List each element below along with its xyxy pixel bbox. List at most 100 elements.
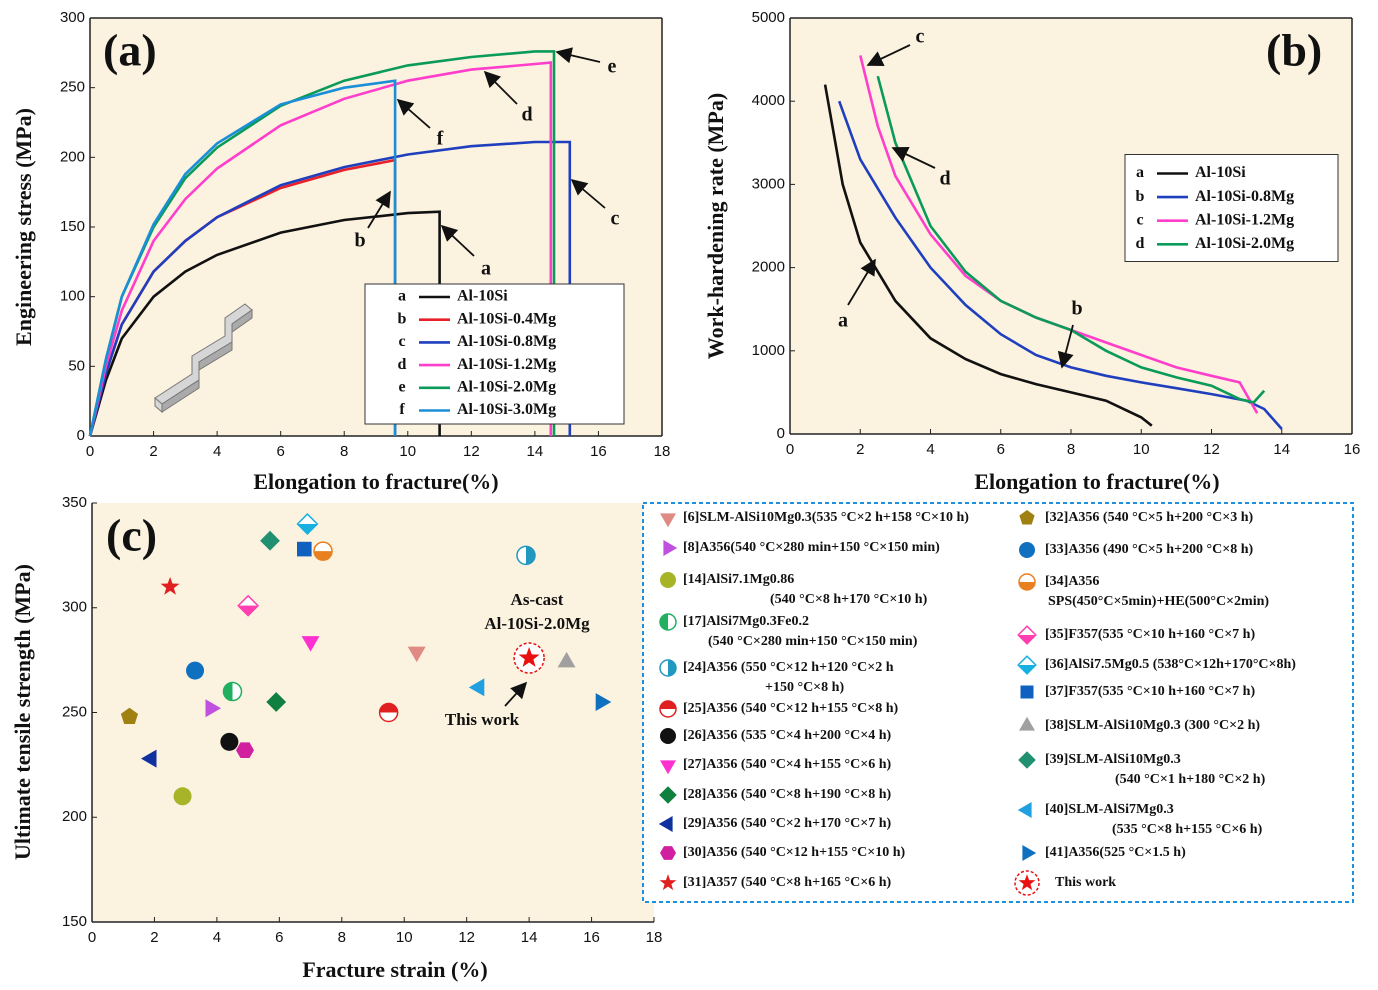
marker-shape xyxy=(173,787,192,806)
legend-label: Al-10Si xyxy=(1195,164,1246,181)
legend-marker xyxy=(660,846,676,860)
x-tick-label: 16 xyxy=(1344,441,1361,458)
marker-shape xyxy=(1018,665,1036,674)
arrow xyxy=(847,258,876,306)
y-tick-label: 0 xyxy=(77,427,85,444)
arrow xyxy=(555,47,601,64)
legend-label: [8]A356(540 °C×280 min+150 °C×150 min) xyxy=(683,540,940,555)
x-tick-label: 6 xyxy=(275,929,283,946)
marker-shape xyxy=(301,636,320,652)
annotation: d xyxy=(521,104,532,126)
legend-label: [38]SLM-AlSi10Mg0.3 (300 °C×2 h) xyxy=(1045,718,1260,733)
legend-marker xyxy=(658,816,673,832)
line-series xyxy=(88,140,572,437)
x-tick-label: 12 xyxy=(1203,441,1220,458)
legend-label: [14]AlSi7.1Mg0.86 xyxy=(683,572,794,587)
legend-marker xyxy=(659,786,677,804)
marker-shape xyxy=(238,605,259,616)
marker-shape xyxy=(120,707,138,724)
x-tick-label: 2 xyxy=(150,929,158,946)
x-tick-label: 4 xyxy=(213,929,221,946)
legend-label: [28]A356 (540 °C×8 h+190 °C×8 h) xyxy=(683,787,892,802)
marker-shape xyxy=(1022,845,1037,861)
annotation: b xyxy=(354,230,365,252)
marker-shape xyxy=(659,874,677,891)
legend-marker xyxy=(1017,655,1037,675)
marker-shape xyxy=(663,540,678,556)
legend-letter: b xyxy=(398,310,407,327)
arrow xyxy=(504,681,528,707)
scatter-point xyxy=(468,678,485,697)
y-tick-label: 100 xyxy=(60,288,85,305)
x-tick-label: 0 xyxy=(86,443,94,460)
legend-label: [29]A356 (540 °C×2 h+170 °C×7 h) xyxy=(683,816,892,831)
x-tick-label: 8 xyxy=(1067,441,1075,458)
x-axis-label: Fracture strain (%) xyxy=(302,957,487,982)
marker-shape xyxy=(659,786,677,804)
annotation: c xyxy=(611,208,620,230)
annotation: e xyxy=(608,56,617,78)
y-axis-label: Engineering stress (MPa) xyxy=(11,108,36,346)
x-tick-label: 8 xyxy=(340,443,348,460)
legend-marker xyxy=(1017,802,1032,818)
marker-shape xyxy=(525,546,535,565)
line-series xyxy=(88,61,553,437)
legend-letter: f xyxy=(399,401,405,418)
arrow xyxy=(866,44,911,67)
arrow xyxy=(440,224,475,257)
legend-marker xyxy=(1017,625,1037,645)
legend-letter: a xyxy=(1136,164,1144,181)
legend-label: [34]A356 xyxy=(1045,574,1099,589)
legend-label: [37]F357(535 °C×10 h+160 °C×7 h) xyxy=(1045,684,1255,699)
x-tick-label: 4 xyxy=(213,443,221,460)
marker-shape xyxy=(141,749,157,768)
legend-letter: e xyxy=(398,378,405,395)
y-tick-label: 50 xyxy=(68,357,85,374)
arrow xyxy=(891,146,936,169)
legend-marker xyxy=(1020,685,1034,699)
arrow xyxy=(1057,324,1074,369)
legend-marker xyxy=(659,613,677,631)
annotation: Al-10Si-2.0Mg xyxy=(484,614,590,633)
legend-letter: a xyxy=(398,288,406,305)
legend-label: Al-10Si-2.0Mg xyxy=(457,378,556,395)
marker-shape xyxy=(468,678,485,697)
scatter-point xyxy=(260,530,280,551)
legend-letter: b xyxy=(1136,188,1145,205)
x-tick-label: 8 xyxy=(338,929,346,946)
marker-shape xyxy=(1019,510,1035,525)
marker-shape xyxy=(379,703,398,713)
legend-box xyxy=(642,502,1354,903)
legend-marker xyxy=(659,659,677,677)
legend-label: Al-10Si-1.2Mg xyxy=(457,356,556,373)
scatter-point xyxy=(173,787,192,806)
marker-shape xyxy=(160,576,180,595)
legend-label: +150 °C×8 h) xyxy=(765,680,844,695)
y-tick-label: 350 xyxy=(62,494,87,511)
scatter-point xyxy=(513,642,545,674)
chart-title: (c) xyxy=(106,510,157,561)
plot-area xyxy=(92,503,654,922)
scatter-point xyxy=(237,594,260,617)
scatter-point xyxy=(313,541,333,561)
legend-label: [33]A356 (490 °C×5 h+200 °C×8 h) xyxy=(1045,542,1254,557)
scatter-point xyxy=(141,749,157,768)
legend-label: [41]A356(525 °C×1.5 h) xyxy=(1045,845,1186,860)
marker-shape xyxy=(660,846,676,860)
legend-label: (540 °C×280 min+150 °C×150 min) xyxy=(708,634,918,649)
line-series xyxy=(823,84,1153,427)
x-tick-label: 14 xyxy=(527,443,544,460)
scatter-point xyxy=(220,732,239,751)
legend-letter: d xyxy=(398,356,407,373)
y-tick-label: 2000 xyxy=(752,259,785,276)
legend-marker xyxy=(1019,542,1035,558)
x-axis-label: Elongation to fracture(%) xyxy=(974,469,1219,494)
scatter-point xyxy=(378,702,399,723)
legend-label: [36]AlSi7.5Mg0.5 (538°C×12h+170°C×8h) xyxy=(1045,657,1296,672)
x-tick-label: 2 xyxy=(856,441,864,458)
legend-label: Al-10Si-3.0Mg xyxy=(457,401,556,418)
marker-shape xyxy=(660,760,676,775)
scatter-point xyxy=(296,513,319,535)
legend-label: Al-10Si-0.8Mg xyxy=(1195,188,1294,205)
x-tick-label: 10 xyxy=(396,929,413,946)
